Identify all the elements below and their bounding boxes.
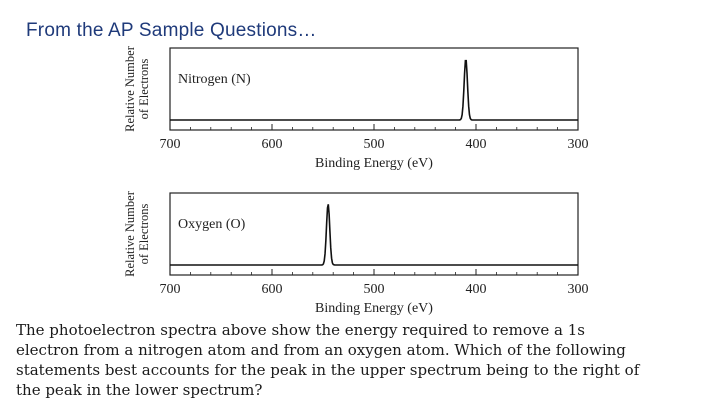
pes-chart-0: Nitrogen (N) 700 600 500 400 300 Binding Energ…	[123, 45, 589, 171]
x-tick-label: 400	[466, 137, 487, 152]
y-axis-label: Relative Number	[123, 190, 137, 277]
y-axis-label: Relative Number	[123, 45, 137, 132]
y-axis-label: of Electrons	[137, 203, 151, 264]
slide-title: From the AP Sample Questions…	[26, 20, 317, 41]
series-label: Nitrogen (N)	[178, 72, 251, 87]
pes-charts: Nitrogen (N) 700 600 500 400 300 Binding Energ…	[123, 45, 589, 316]
spectrum-line	[170, 204, 578, 266]
x-tick-label: 600	[262, 282, 283, 297]
y-axis-label: of Electrons	[137, 58, 151, 119]
question-line: the peak in the lower spectrum?	[16, 381, 263, 399]
plot-frame	[169, 47, 579, 131]
pes-chart-1: Oxygen (O) 700 600 500 400 300 Binding Energy …	[123, 190, 589, 316]
question-line: electron from a nitrogen atom and from a…	[16, 341, 626, 359]
x-axis-label: Binding Energy (eV)	[315, 156, 433, 171]
x-tick-label: 600	[262, 137, 283, 152]
x-tick-label: 400	[466, 282, 487, 297]
x-tick-label: 500	[364, 282, 385, 297]
x-tick-label: 700	[160, 137, 181, 152]
x-tick-label: 700	[160, 282, 181, 297]
x-tick-label: 300	[568, 137, 589, 152]
x-tick-label: 500	[364, 137, 385, 152]
x-tick-label: 300	[568, 282, 589, 297]
x-axis-label: Binding Energy (eV)	[315, 301, 433, 316]
question-line: statements best accounts for the peak in…	[16, 361, 640, 379]
plot-frame	[169, 192, 579, 276]
series-label: Oxygen (O)	[178, 217, 246, 232]
question-line: The photoelectron spectra above show the…	[16, 321, 585, 339]
question-text: The photoelectron spectra above show the…	[16, 320, 716, 400]
spectrum-line	[170, 59, 578, 121]
